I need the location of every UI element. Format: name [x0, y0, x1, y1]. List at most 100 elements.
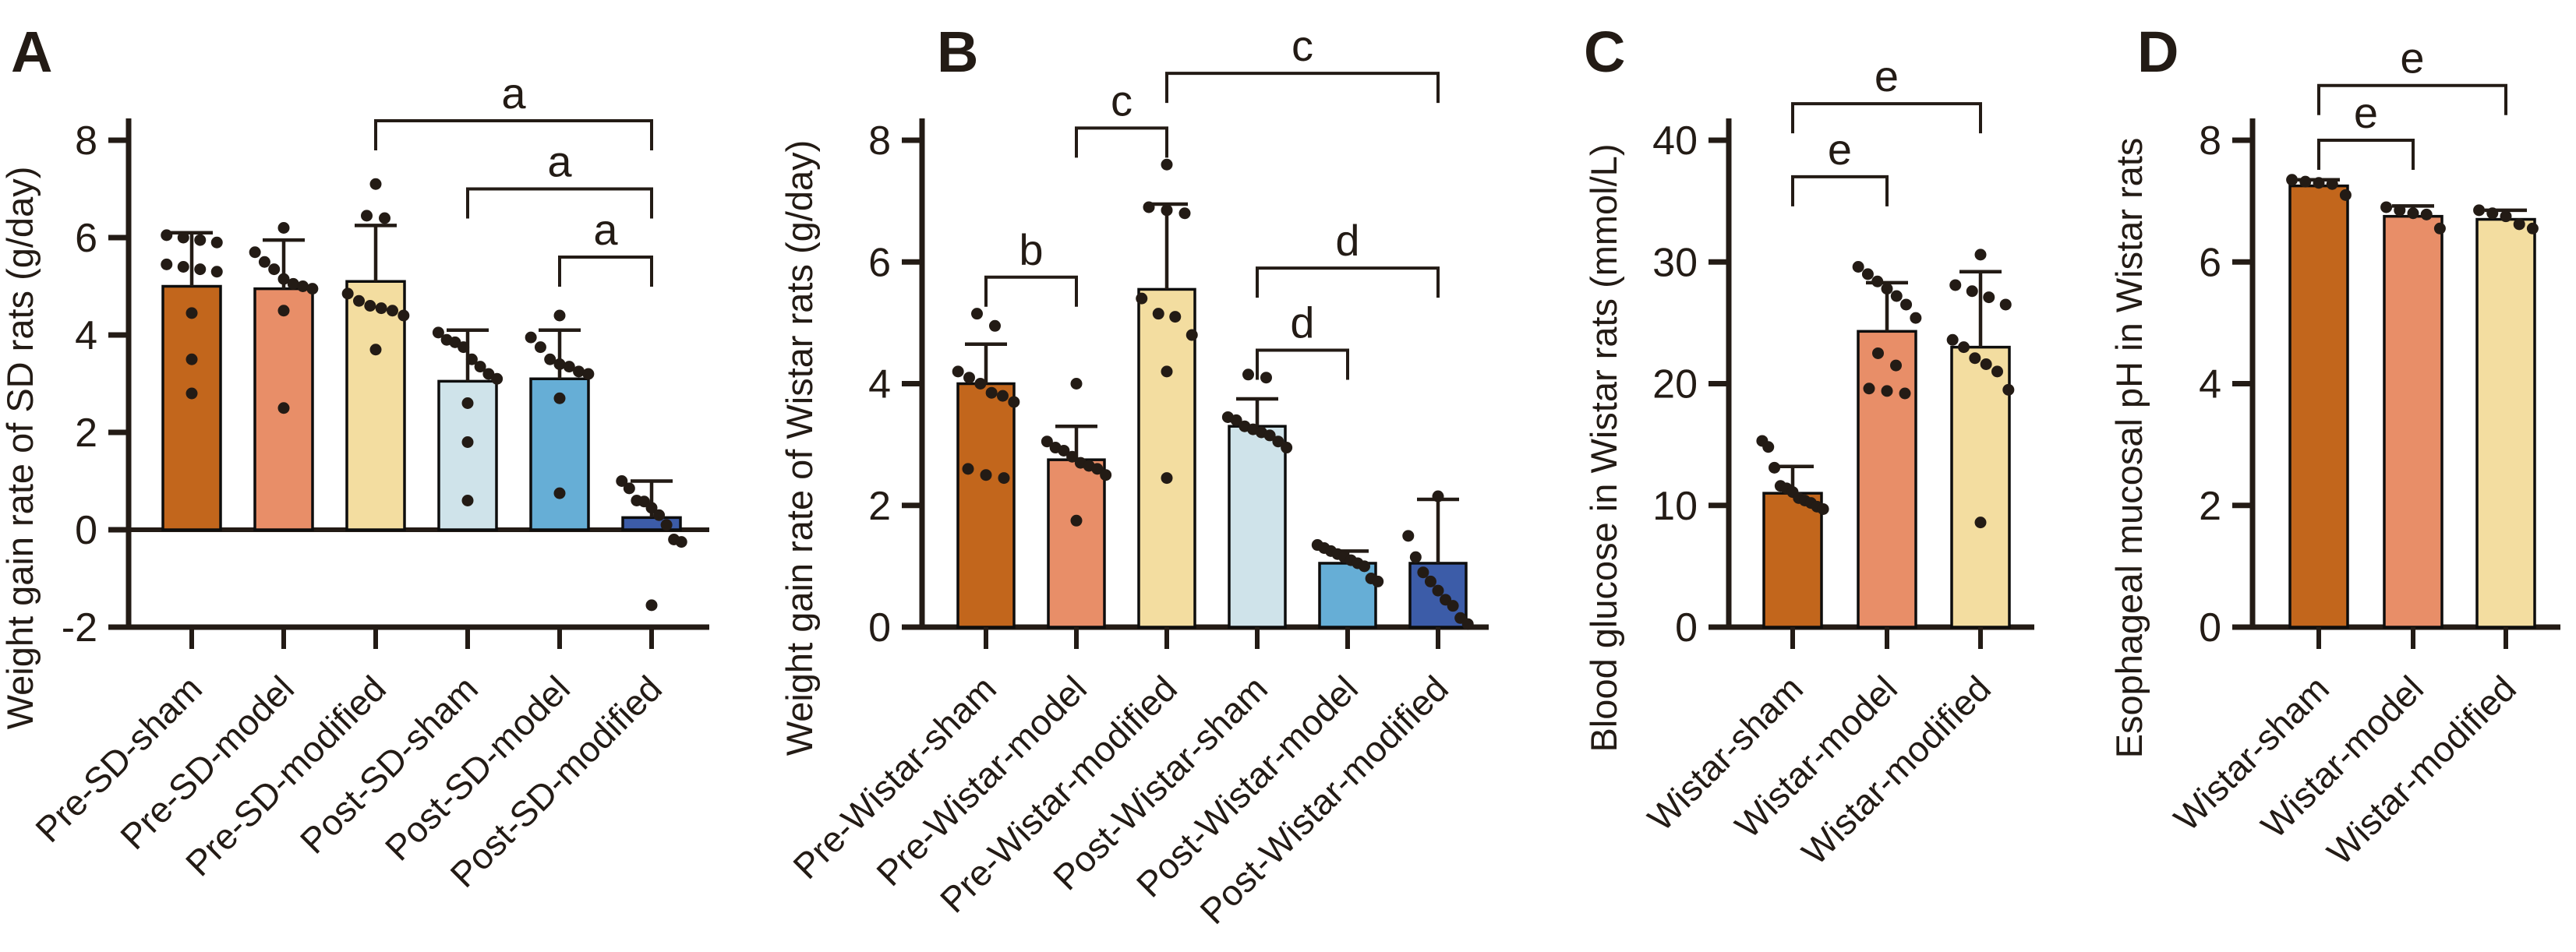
bar-pre-wistar-sham: [956, 382, 1016, 629]
y-tick-label: -2: [62, 605, 97, 651]
data-point: [1881, 283, 1893, 295]
data-point: [1974, 517, 1987, 529]
data-point: [1969, 352, 1981, 365]
significance-bracket: [558, 256, 653, 287]
bracket-label: e: [2354, 88, 2378, 137]
bar-wistar-model: [2383, 214, 2443, 629]
data-point: [1070, 514, 1083, 527]
data-point: [1409, 551, 1422, 563]
bracket-label: c: [1111, 76, 1133, 125]
data-point: [369, 178, 382, 190]
significance-bracket: [2317, 139, 2415, 170]
data-point: [297, 280, 309, 292]
data-point: [2513, 218, 2525, 231]
data-point: [1461, 618, 1474, 630]
data-point: [1359, 560, 1370, 573]
data-point: [461, 436, 474, 448]
bar-post-wistar-sham: [1228, 425, 1287, 629]
data-point: [1890, 359, 1902, 372]
data-point: [2394, 204, 2406, 217]
y-tick-label: 0: [2199, 605, 2221, 651]
data-point: [525, 331, 537, 344]
data-point: [186, 387, 198, 400]
y-tick-label: 0: [868, 605, 891, 651]
bracket-label: a: [501, 69, 526, 118]
data-point: [1161, 472, 1173, 485]
y-tick-label: 10: [1652, 484, 1698, 529]
data-point: [645, 502, 658, 514]
y-tick-label: 0: [1675, 605, 1698, 651]
data-point: [1402, 530, 1415, 542]
data-point: [1447, 600, 1459, 612]
data-point: [432, 326, 444, 339]
y-tick-label: 4: [75, 313, 97, 358]
data-point: [277, 222, 290, 234]
data-point: [980, 469, 992, 481]
y-tick-label: 2: [75, 411, 97, 456]
panel-letter: A: [11, 19, 52, 84]
data-point: [563, 361, 575, 373]
x-category-label: Wistar-model: [1727, 668, 1905, 845]
significance-bracket: [1075, 126, 1168, 158]
bracket-label: a: [547, 137, 572, 186]
data-point: [997, 390, 1009, 402]
data-point: [1861, 268, 1874, 280]
bracket-label: e: [2400, 33, 2424, 83]
data-point: [2326, 178, 2338, 190]
y-tick-label: 8: [75, 118, 97, 164]
significance-bracket: [1791, 102, 1982, 134]
data-point: [186, 307, 198, 319]
bracket-label: e: [1828, 125, 1852, 174]
data-point: [1161, 204, 1173, 217]
data-point: [277, 273, 290, 285]
data-point: [1958, 341, 1970, 354]
y-tick-label: 40: [1652, 118, 1698, 164]
data-point: [249, 246, 261, 259]
panel-letter: B: [937, 19, 978, 84]
data-point: [2286, 174, 2299, 186]
bracket-label: e: [1875, 51, 1899, 100]
data-point: [1143, 201, 1155, 213]
significance-bracket: [1791, 175, 1889, 206]
bar-post-sd-model: [529, 377, 590, 531]
data-point: [553, 487, 566, 499]
y-axis-title: Esophageal mucosal pH in Wistar rats: [2108, 138, 2150, 759]
data-point: [375, 302, 387, 315]
y-tick-label: 8: [2199, 118, 2221, 164]
data-point: [1949, 279, 1962, 291]
data-point: [1281, 442, 1293, 454]
data-point: [1091, 463, 1104, 475]
bar-pre-wistar-modified: [1137, 287, 1196, 629]
data-point: [177, 261, 189, 273]
data-point: [2473, 204, 2486, 217]
data-point: [1169, 311, 1182, 323]
panel-b: B Weight gain rate of Wistar rats (g/day)…: [779, 19, 1489, 932]
y-tick-label: 4: [2199, 362, 2221, 407]
data-point: [1100, 469, 1112, 481]
data-point: [1417, 566, 1429, 579]
data-point: [1863, 383, 1875, 395]
data-point: [1432, 584, 1444, 597]
y-tick-label: 30: [1652, 240, 1698, 285]
y-tick-label: 6: [2199, 240, 2221, 285]
data-point: [2500, 210, 2512, 223]
data-point: [1152, 308, 1164, 320]
data-point: [623, 482, 635, 495]
data-point: [1424, 575, 1436, 587]
data-point: [1161, 365, 1173, 378]
data-point: [1946, 333, 1959, 346]
data-point: [974, 378, 987, 390]
data-point: [1161, 158, 1173, 171]
data-point: [1974, 249, 1987, 261]
bracket-label: a: [593, 205, 618, 254]
data-point: [379, 212, 390, 224]
data-point: [277, 305, 290, 317]
data-point: [1852, 261, 1864, 273]
data-point: [1881, 385, 1893, 397]
data-point: [645, 599, 658, 612]
data-point: [1900, 298, 1913, 311]
significance-bracket: [466, 187, 653, 219]
data-point: [616, 475, 628, 487]
data-point: [1762, 441, 1775, 453]
data-point: [1769, 461, 1781, 474]
